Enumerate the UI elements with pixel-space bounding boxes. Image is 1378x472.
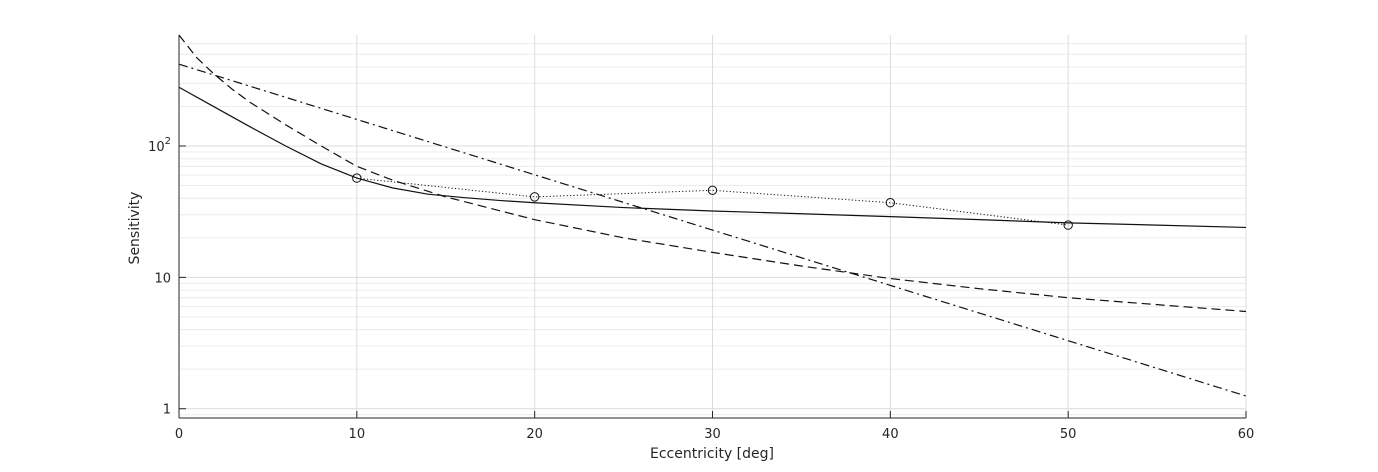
x-tick-label: 30: [704, 427, 721, 442]
data-point-marker: [352, 173, 362, 183]
series-line-dashed: [178, 34, 1247, 313]
y-tick-label: 10: [154, 271, 171, 286]
series-layer: [178, 34, 1247, 397]
x-tick-labels: 0 10 20 30 40 50 60: [175, 427, 1254, 442]
x-axis-label: Eccentricity [deg]: [650, 446, 774, 462]
series-line-dashdot: [178, 63, 1247, 397]
x-tick-label: 10: [349, 427, 366, 442]
series-line-dotted: [356, 177, 1069, 226]
y-tick-label: 1: [163, 403, 171, 418]
x-tick-label: 0: [175, 427, 183, 442]
data-point-marker: [1063, 220, 1073, 230]
y-tick-label: 102: [148, 136, 171, 155]
x-tick-label: 40: [882, 427, 899, 442]
x-tick-label: 60: [1238, 427, 1255, 442]
data-point-marker: [707, 185, 718, 196]
y-tick-labels: 1 10 102: [148, 136, 171, 418]
axes-frame: [178, 35, 1247, 419]
x-tick-label: 50: [1060, 427, 1077, 442]
data-point-marker: [529, 192, 540, 202]
grid-layer: [178, 35, 1247, 418]
x-tick-label: 20: [526, 427, 543, 442]
y-axis-label: Sensitivity: [127, 192, 143, 265]
data-point-marker: [885, 198, 896, 208]
series-line-solid: [178, 86, 1247, 229]
